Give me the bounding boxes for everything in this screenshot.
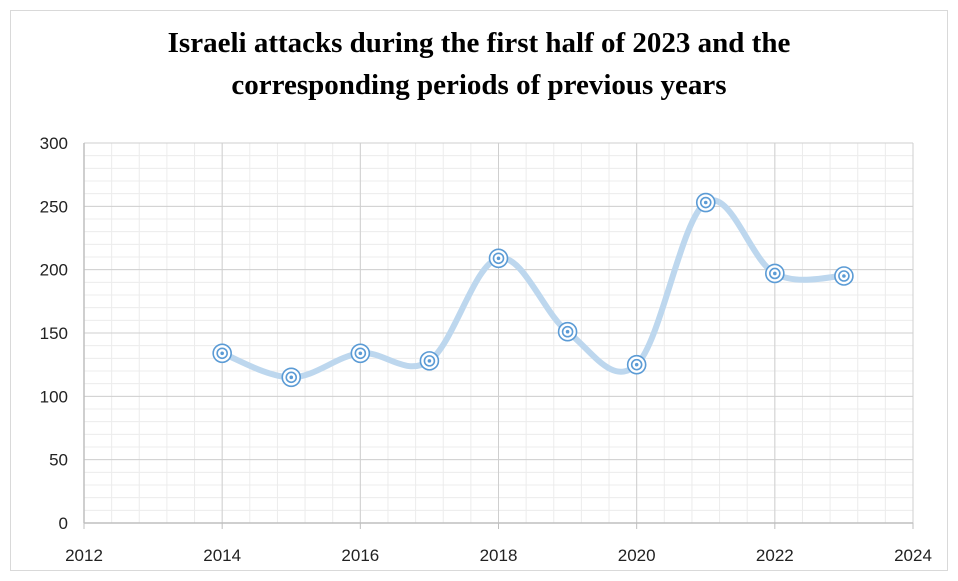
data-point bbox=[488, 248, 509, 269]
data-point-center bbox=[634, 362, 639, 367]
x-tick-label: 2016 bbox=[341, 546, 379, 565]
data-point-center bbox=[289, 375, 294, 380]
x-tick-label: 2014 bbox=[203, 546, 241, 565]
y-tick-label: 0 bbox=[59, 514, 68, 533]
data-point bbox=[212, 343, 232, 364]
x-tick-label: 2020 bbox=[618, 546, 656, 565]
data-point-center bbox=[842, 274, 846, 278]
chart-title-line-1: Israeli attacks during the first half of… bbox=[167, 27, 791, 59]
series-line bbox=[219, 197, 847, 381]
y-tick-label: 50 bbox=[49, 451, 68, 470]
x-tick-labels: 2012 2014 2016 2018 2020 2022 2024 bbox=[65, 546, 932, 565]
chart-title: Israeli attacks during the first half of… bbox=[0, 22, 958, 106]
data-point-center bbox=[220, 351, 224, 356]
chart-frame bbox=[10, 10, 948, 571]
data-point-center bbox=[773, 271, 777, 276]
data-point-center bbox=[496, 256, 501, 261]
y-tick-label: 200 bbox=[40, 261, 68, 280]
data-point-center bbox=[427, 359, 432, 363]
data-point bbox=[281, 367, 302, 388]
y-tick-label: 250 bbox=[40, 197, 68, 216]
data-point-center bbox=[565, 329, 570, 334]
series-points bbox=[212, 192, 854, 388]
data-point bbox=[557, 321, 578, 342]
data-point-center bbox=[358, 351, 363, 356]
y-tick-label: 100 bbox=[40, 387, 68, 406]
data-point-center bbox=[703, 200, 708, 205]
data-point bbox=[765, 263, 785, 284]
data-point bbox=[350, 343, 371, 364]
axes bbox=[83, 143, 914, 529]
x-tick-label: 2024 bbox=[894, 546, 932, 565]
y-tick-labels: 0 50 100 150 200 250 300 bbox=[40, 134, 68, 533]
chart-title-line-2: corresponding periods of previous years bbox=[231, 69, 727, 101]
x-tick-label: 2018 bbox=[480, 546, 518, 565]
major-gridlines bbox=[83, 142, 914, 524]
data-point bbox=[626, 354, 647, 375]
data-point bbox=[695, 192, 716, 213]
x-tick-label: 2012 bbox=[65, 546, 103, 565]
x-tick-label: 2022 bbox=[756, 546, 794, 565]
series-lines bbox=[219, 197, 847, 381]
data-point bbox=[834, 266, 854, 286]
y-tick-label: 150 bbox=[40, 324, 68, 343]
data-point bbox=[419, 351, 440, 371]
y-tick-label: 300 bbox=[40, 134, 68, 153]
